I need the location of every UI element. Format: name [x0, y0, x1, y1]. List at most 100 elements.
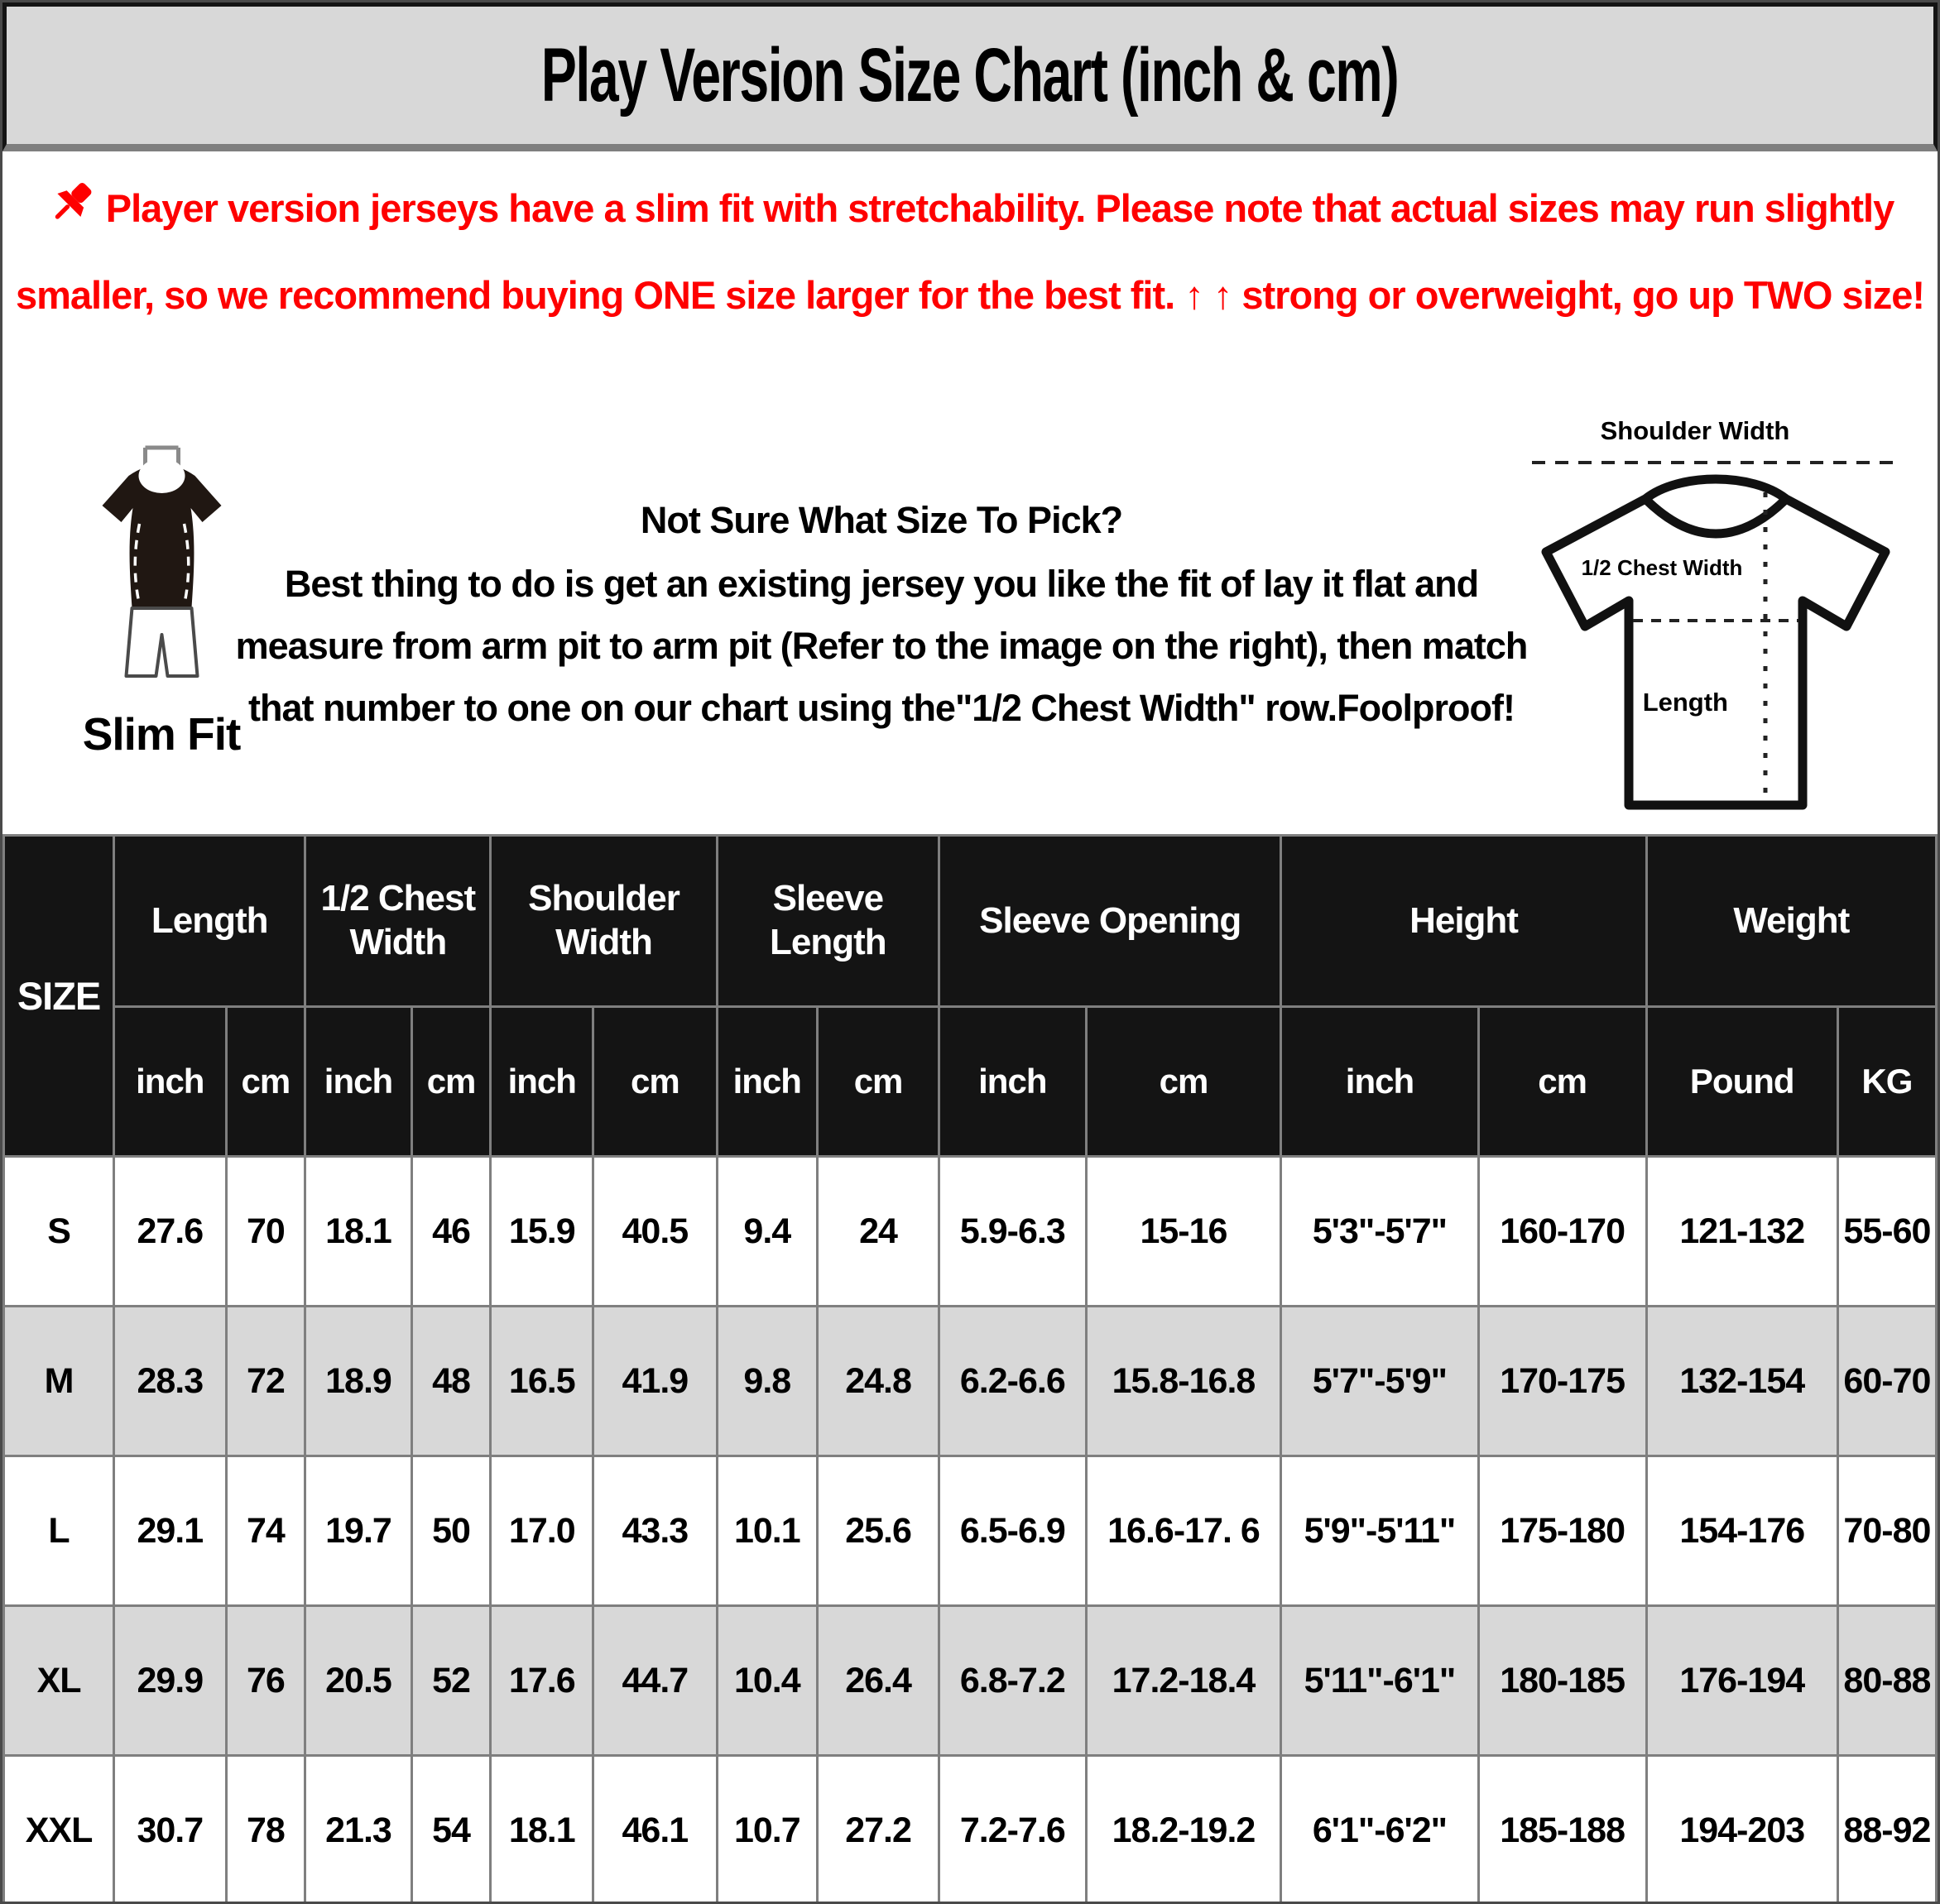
length-group-header: Length — [113, 834, 307, 1008]
guide-heading: Not Sure What Size To Pick? — [640, 499, 1123, 541]
value-cell: 17.0 — [489, 1455, 595, 1607]
value-cell: 176-194 — [1645, 1604, 1839, 1757]
slim-fit-label: Slim Fit — [82, 708, 242, 760]
value-cell: 15-16 — [1084, 1155, 1283, 1307]
unit-header: inch — [715, 1005, 819, 1158]
value-cell: 19.7 — [304, 1455, 413, 1607]
table-row: XL 29.9 76 20.5 52 17.6 44.7 10.4 26.4 6.8-7.2 17.… — [2, 1604, 1938, 1757]
sleeve-length-group-header: Sleeve Length — [715, 834, 941, 1008]
value-cell: 5'3"-5'7" — [1280, 1155, 1480, 1307]
unit-header: cm — [815, 1005, 941, 1158]
value-cell: 15.8-16.8 — [1084, 1305, 1283, 1457]
size-cell: M — [2, 1305, 116, 1457]
value-cell: 18.9 — [304, 1305, 413, 1457]
value-cell: 70 — [224, 1155, 307, 1307]
value-cell: 17.2-18.4 — [1084, 1604, 1283, 1757]
value-cell: 24.8 — [815, 1305, 941, 1457]
unit-header: KG — [1836, 1005, 1938, 1158]
shoulder-group-header: Shoulder Width — [489, 834, 718, 1008]
slim-fit-figure-icon — [102, 445, 221, 678]
size-cell: XXL — [2, 1754, 116, 1902]
weight-group-header: Weight — [1645, 834, 1938, 1008]
value-cell: 78 — [224, 1754, 307, 1902]
value-cell: 10.1 — [715, 1455, 819, 1607]
table-row: M 28.3 72 18.9 48 16.5 41.9 9.8 24.8 6.2-6.6 15.8-… — [2, 1305, 1938, 1457]
value-cell: 25.6 — [815, 1455, 941, 1607]
value-cell: 5'7"-5'9" — [1280, 1305, 1480, 1457]
unit-header: inch — [304, 1005, 413, 1158]
value-cell: 29.9 — [113, 1604, 228, 1757]
value-cell: 26.4 — [815, 1604, 941, 1757]
length-label: Length — [1642, 688, 1728, 717]
value-cell: 18.1 — [489, 1754, 595, 1902]
value-cell: 55-60 — [1836, 1155, 1938, 1307]
unit-header: Pound — [1645, 1005, 1839, 1158]
value-cell: 5'9"-5'11" — [1280, 1455, 1480, 1607]
value-cell: 180-185 — [1477, 1604, 1648, 1757]
unit-header: cm — [410, 1005, 492, 1158]
value-cell: 154-176 — [1645, 1455, 1839, 1607]
unit-header: inch — [1280, 1005, 1480, 1158]
unit-header: cm — [592, 1005, 718, 1158]
size-table-section: SIZE Length 1/2 Chest Width Shoulder Wid… — [2, 834, 1938, 1902]
height-group-header: Height — [1280, 834, 1648, 1008]
measurement-diagram: Shoulder Width 1/2 Chest Width Length — [1517, 416, 1923, 818]
value-cell: 20.5 — [304, 1604, 413, 1757]
size-table-body: S 27.6 70 18.1 46 15.9 40.5 9.4 24 5.9-6.3 15-16 5'… — [2, 1155, 1938, 1902]
value-cell: 170-175 — [1477, 1305, 1648, 1457]
unit-header: inch — [938, 1005, 1088, 1158]
guide-body: Best thing to do is get an existing jers… — [235, 563, 1529, 729]
value-cell: 27.2 — [815, 1754, 941, 1902]
value-cell: 50 — [410, 1455, 492, 1607]
pushpin-icon — [55, 182, 92, 219]
value-cell: 10.7 — [715, 1754, 819, 1902]
value-cell: 70-80 — [1836, 1455, 1938, 1607]
value-cell: 27.6 — [113, 1155, 228, 1307]
unit-header: inch — [113, 1005, 228, 1158]
value-cell: 30.7 — [113, 1754, 228, 1902]
value-cell: 72 — [224, 1305, 307, 1457]
value-cell: 6'1"-6'2" — [1280, 1754, 1480, 1902]
value-cell: 40.5 — [592, 1155, 718, 1307]
value-cell: 5.9-6.3 — [938, 1155, 1088, 1307]
page-title: Play Version Size Chart (inch & cm) — [541, 32, 1400, 118]
value-cell: 10.4 — [715, 1604, 819, 1757]
value-cell: 160-170 — [1477, 1155, 1648, 1307]
value-cell: 16.5 — [489, 1305, 595, 1457]
unit-header: cm — [1477, 1005, 1648, 1158]
title-bar: Play Version Size Chart (inch & cm) — [2, 2, 1938, 151]
table-row: S 27.6 70 18.1 46 15.9 40.5 9.4 24 5.9-6.3 15-16 5'… — [2, 1155, 1938, 1307]
table-row: L 29.1 74 19.7 50 17.0 43.3 10.1 25.6 6.5-6.9 16.6… — [2, 1455, 1938, 1607]
half-chest-width-label: 1/2 Chest Width — [1581, 555, 1743, 580]
table-row: XXL 30.7 78 21.3 54 18.1 46.1 10.7 27.2 7.2-7.6 18… — [2, 1754, 1938, 1902]
sleeve-opening-group-header: Sleeve Opening — [938, 834, 1283, 1008]
value-cell: 6.5-6.9 — [938, 1455, 1088, 1607]
unit-header: cm — [224, 1005, 307, 1158]
unit-header: inch — [489, 1005, 595, 1158]
value-cell: 6.8-7.2 — [938, 1604, 1088, 1757]
value-cell: 121-132 — [1645, 1155, 1839, 1307]
chest-group-header: 1/2 Chest Width — [304, 834, 492, 1008]
tshirt-diagram-icon — [1532, 461, 1898, 810]
value-cell: 52 — [410, 1604, 492, 1757]
value-cell: 76 — [224, 1604, 307, 1757]
shoulder-width-label: Shoulder Width — [1600, 416, 1790, 445]
value-cell: 15.9 — [489, 1155, 595, 1307]
fit-warning-text: Player version jerseys have a slim fit w… — [15, 186, 1925, 317]
value-cell: 60-70 — [1836, 1305, 1938, 1457]
size-guide-text: Not Sure What Size To Pick? Best thing t… — [228, 489, 1535, 739]
value-cell: 9.8 — [715, 1305, 819, 1457]
value-cell: 6.2-6.6 — [938, 1305, 1088, 1457]
value-cell: 28.3 — [113, 1305, 228, 1457]
unit-header: cm — [1084, 1005, 1283, 1158]
value-cell: 17.6 — [489, 1604, 595, 1757]
size-cell: L — [2, 1455, 116, 1607]
value-cell: 9.4 — [715, 1155, 819, 1307]
size-column-header: SIZE — [2, 834, 116, 1158]
value-cell: 18.2-19.2 — [1084, 1754, 1283, 1902]
value-cell: 54 — [410, 1754, 492, 1902]
value-cell: 7.2-7.6 — [938, 1754, 1088, 1902]
value-cell: 46.1 — [592, 1754, 718, 1902]
slim-fit-block: Slim Fit — [70, 444, 252, 760]
